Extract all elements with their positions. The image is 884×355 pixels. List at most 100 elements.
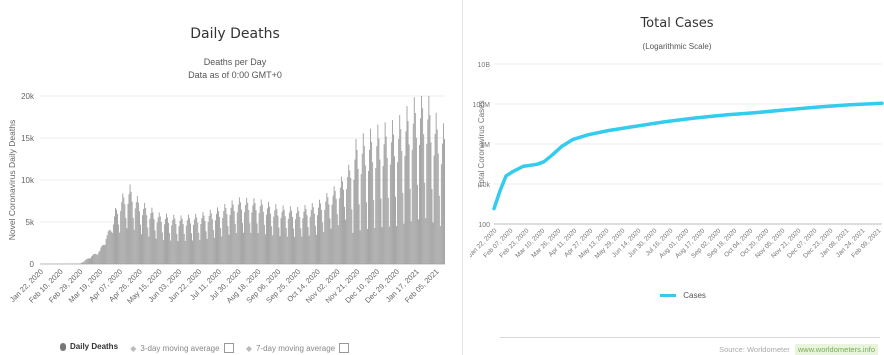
legend-item-7-day-average[interactable]: ◆ 7-day moving average [246, 343, 350, 353]
bar [138, 211, 140, 264]
y-tick-label: 10B [478, 62, 491, 69]
bar [280, 218, 282, 264]
bar [304, 205, 306, 264]
legend-item-3-day-average[interactable]: ◆ 3-day moving average [130, 343, 234, 353]
bar [146, 215, 148, 264]
bar [320, 203, 322, 264]
bar [284, 216, 286, 264]
bar [394, 156, 395, 264]
bar [432, 222, 434, 264]
bar [334, 191, 336, 264]
bar [123, 197, 125, 264]
bar [441, 143, 443, 264]
bar [308, 235, 310, 264]
bar [249, 223, 251, 264]
bar [247, 202, 249, 264]
bar [227, 226, 229, 264]
bar [379, 159, 381, 264]
bar [259, 206, 261, 264]
bar [380, 198, 382, 264]
source-label: Source: Worldometer [719, 345, 790, 354]
bar [398, 138, 400, 264]
bar [93, 254, 95, 264]
bar [236, 212, 238, 264]
bar [347, 177, 349, 264]
total-cases-legend[interactable]: Cases [660, 291, 706, 300]
y-tick-label: 15k [21, 134, 35, 143]
legend-item-daily-deaths[interactable]: Daily Deaths [60, 342, 118, 351]
bar [171, 225, 173, 264]
bar [375, 167, 377, 264]
bar [419, 145, 420, 264]
bar [408, 144, 410, 264]
bar [237, 204, 239, 264]
bar [269, 206, 271, 264]
bar [344, 206, 345, 264]
bar [80, 262, 82, 264]
bar [176, 233, 178, 264]
bar [382, 166, 384, 264]
bar [403, 223, 405, 264]
bar [213, 237, 215, 264]
bar [322, 222, 324, 264]
bar [148, 236, 150, 264]
bar [102, 244, 104, 264]
bar [370, 128, 372, 264]
bar [397, 162, 399, 264]
bar [442, 123, 444, 264]
bar [160, 222, 162, 264]
bar [91, 256, 92, 264]
bar [263, 224, 265, 264]
bar [130, 191, 132, 264]
bar [404, 156, 406, 264]
bar [108, 230, 110, 264]
legend-toggle-7-day-checkbox[interactable] [339, 343, 350, 353]
bar [119, 232, 121, 264]
bar [356, 149, 358, 264]
bar [162, 239, 164, 264]
legend-label-daily-deaths: Daily Deaths [70, 342, 119, 351]
daily-deaths-legend: Daily Deaths ◆ 3-day moving average ◆ 7-… [60, 342, 359, 353]
bar [414, 113, 416, 264]
bar [94, 253, 96, 264]
panel-divider [462, 0, 463, 355]
bar [337, 225, 339, 264]
bar [323, 231, 325, 264]
bar [436, 129, 438, 264]
bar [314, 225, 316, 264]
bar [131, 201, 133, 264]
bar [97, 254, 99, 264]
bar [198, 232, 200, 264]
cases-legend-label: Cases [683, 291, 706, 300]
bar [305, 209, 307, 264]
bar [303, 211, 305, 264]
bar [178, 226, 180, 264]
bar [127, 203, 129, 264]
bar [207, 222, 209, 264]
source-watermark[interactable]: www.worldometers.info [794, 344, 878, 355]
bar [348, 164, 350, 264]
bar [110, 231, 112, 264]
bar [386, 157, 388, 264]
bar [183, 233, 185, 264]
daily-deaths-panel: Daily Deaths Deaths per Day Data as of 0… [7, 26, 445, 353]
bar [118, 224, 120, 264]
bar [312, 207, 314, 264]
bar [156, 222, 158, 264]
bar [122, 193, 124, 264]
bar [336, 214, 338, 264]
bar [105, 238, 107, 264]
bar [416, 184, 418, 264]
bar [199, 240, 201, 264]
bar [226, 214, 228, 264]
bar [222, 217, 224, 264]
bar [145, 207, 147, 264]
bar [415, 137, 417, 264]
bar [248, 209, 250, 264]
legend-toggle-3-day-checkbox[interactable] [223, 343, 234, 353]
bar [214, 220, 216, 264]
bar [395, 196, 396, 264]
bar [153, 219, 155, 264]
bar [362, 133, 364, 264]
bar [281, 211, 283, 264]
